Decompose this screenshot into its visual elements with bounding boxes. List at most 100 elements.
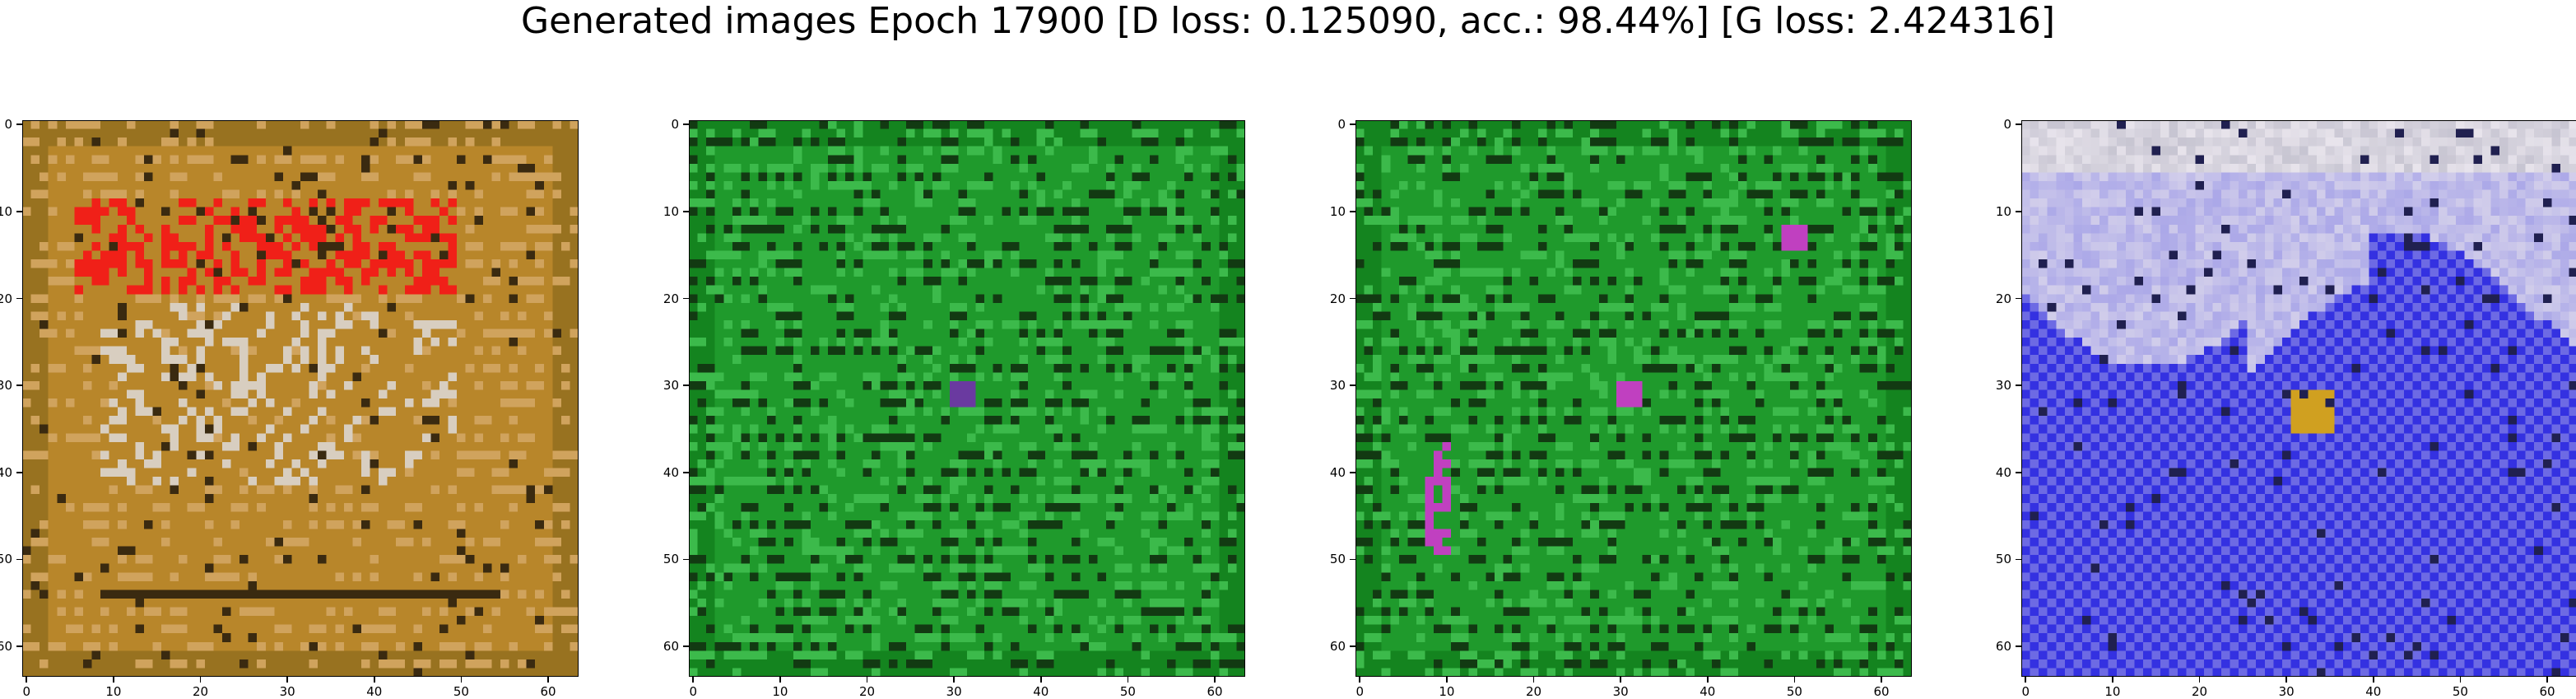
x-tick-label: 10	[764, 684, 797, 699]
x-tick-mark	[113, 677, 114, 683]
x-tick-label: 60	[1865, 684, 1898, 699]
y-tick-mark	[2016, 559, 2021, 561]
y-tick-label: 50	[0, 552, 12, 566]
y-tick-label: 20	[1987, 291, 2011, 306]
x-tick-label: 40	[358, 684, 391, 699]
y-tick-label: 40	[1987, 465, 2011, 480]
x-tick-label: 60	[2531, 684, 2564, 699]
y-tick-label: 10	[0, 204, 12, 219]
x-tick-label: 0	[677, 684, 709, 699]
x-tick-label: 20	[1518, 684, 1551, 699]
x-tick-label: 20	[851, 684, 884, 699]
y-tick-mark	[16, 472, 22, 473]
y-tick-mark	[16, 384, 22, 386]
x-tick-label: 50	[1778, 684, 1811, 699]
y-tick-mark	[683, 123, 689, 125]
x-tick-label: 50	[1111, 684, 1144, 699]
y-tick-label: 0	[0, 117, 12, 132]
x-tick-label: 20	[184, 684, 217, 699]
y-tick-mark	[1350, 211, 1355, 212]
figure-title: Generated images Epoch 17900 [D loss: 0.…	[0, 0, 2576, 43]
y-tick-label: 40	[0, 465, 12, 480]
generated-image-2	[689, 120, 1245, 677]
y-tick-mark	[2016, 384, 2021, 386]
x-tick-mark	[2199, 677, 2201, 683]
y-tick-mark	[683, 384, 689, 386]
x-tick-mark	[374, 677, 375, 683]
x-tick-mark	[953, 677, 955, 683]
y-tick-mark	[683, 211, 689, 212]
x-tick-mark	[1359, 677, 1360, 683]
y-tick-mark	[683, 559, 689, 561]
y-tick-mark	[1350, 645, 1355, 647]
y-tick-mark	[1350, 559, 1355, 561]
y-tick-mark	[16, 211, 22, 212]
x-tick-label: 60	[1198, 684, 1231, 699]
x-tick-mark	[867, 677, 868, 683]
y-tick-mark	[1350, 298, 1355, 300]
x-tick-label: 60	[532, 684, 565, 699]
y-tick-label: 40	[654, 465, 679, 480]
y-tick-label: 20	[1321, 291, 1346, 306]
y-tick-label: 60	[654, 639, 679, 654]
y-tick-mark	[683, 472, 689, 473]
x-tick-label: 0	[1343, 684, 1376, 699]
x-tick-label: 30	[2270, 684, 2303, 699]
y-tick-mark	[2016, 211, 2021, 212]
x-tick-mark	[26, 677, 27, 683]
x-tick-label: 30	[937, 684, 970, 699]
x-tick-label: 40	[2357, 684, 2390, 699]
y-tick-mark	[1350, 123, 1355, 125]
x-tick-label: 50	[2443, 684, 2476, 699]
y-tick-mark	[1350, 472, 1355, 473]
x-tick-mark	[286, 677, 288, 683]
y-tick-mark	[2016, 298, 2021, 300]
y-tick-label: 0	[1987, 117, 2011, 132]
y-tick-mark	[2016, 472, 2021, 473]
x-tick-mark	[1881, 677, 1882, 683]
y-tick-label: 10	[1321, 204, 1346, 219]
x-tick-label: 40	[1025, 684, 1058, 699]
y-tick-mark	[16, 645, 22, 647]
y-tick-label: 30	[654, 378, 679, 393]
x-tick-mark	[1040, 677, 1042, 683]
generated-image-3	[1355, 120, 1912, 677]
y-tick-label: 30	[1321, 378, 1346, 393]
y-tick-label: 50	[1987, 552, 2011, 566]
x-tick-mark	[1214, 677, 1216, 683]
x-tick-label: 10	[2096, 684, 2129, 699]
y-tick-mark	[16, 123, 22, 125]
x-tick-label: 30	[1604, 684, 1637, 699]
x-tick-mark	[547, 677, 549, 683]
x-tick-label: 10	[97, 684, 130, 699]
x-tick-mark	[2112, 677, 2113, 683]
y-tick-label: 50	[1321, 552, 1346, 566]
x-tick-mark	[2025, 677, 2026, 683]
y-tick-label: 60	[1987, 639, 2011, 654]
y-tick-mark	[683, 645, 689, 647]
y-tick-mark	[2016, 645, 2021, 647]
x-tick-label: 20	[2183, 684, 2216, 699]
x-tick-label: 50	[444, 684, 477, 699]
x-tick-label: 30	[271, 684, 304, 699]
y-tick-mark	[16, 559, 22, 561]
x-tick-label: 0	[2009, 684, 2042, 699]
y-tick-mark	[683, 298, 689, 300]
y-tick-label: 10	[1987, 204, 2011, 219]
generated-image-4	[2021, 120, 2576, 677]
x-tick-mark	[2546, 677, 2548, 683]
x-tick-label: 10	[1430, 684, 1463, 699]
x-tick-mark	[1446, 677, 1448, 683]
y-tick-label: 30	[1987, 378, 2011, 393]
x-tick-mark	[1794, 677, 1796, 683]
x-tick-mark	[1128, 677, 1129, 683]
x-tick-mark	[1620, 677, 1621, 683]
y-tick-label: 50	[654, 552, 679, 566]
x-tick-mark	[692, 677, 694, 683]
y-tick-mark	[16, 298, 22, 300]
x-tick-label: 0	[10, 684, 43, 699]
